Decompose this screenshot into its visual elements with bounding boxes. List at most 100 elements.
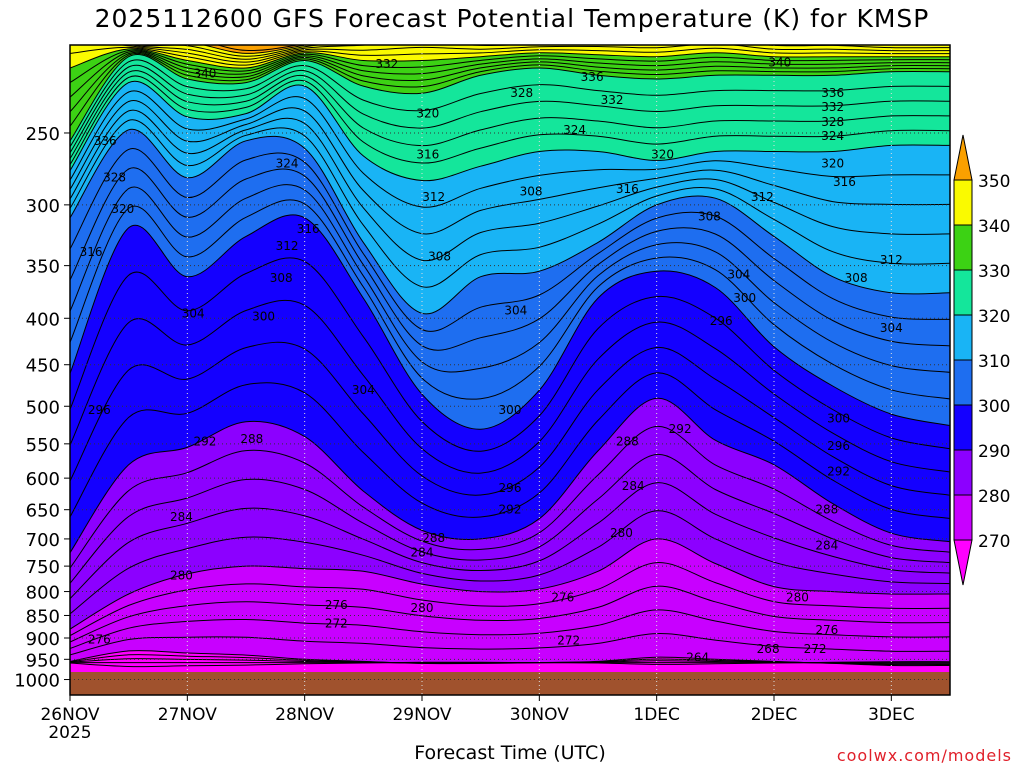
contour-label: 296 bbox=[88, 403, 111, 417]
y-tick-label: 1000 bbox=[14, 671, 60, 692]
isentrope-314 bbox=[70, 109, 950, 262]
contour-label: 308 bbox=[698, 210, 721, 224]
colorbar-label: 330 bbox=[978, 262, 1010, 282]
source-credit: coolwx.com/models bbox=[836, 746, 1012, 765]
isentrope-318 bbox=[70, 90, 950, 208]
contour-label: 296 bbox=[710, 314, 733, 328]
contour-label: 312 bbox=[880, 253, 903, 267]
contour-label: 276 bbox=[325, 598, 348, 612]
contour-label: 312 bbox=[751, 190, 774, 204]
contour-label: 340 bbox=[193, 67, 216, 81]
isentrope-296 bbox=[70, 299, 950, 474]
x-tick-label: 28NOV bbox=[275, 705, 334, 725]
y-tick-label: 900 bbox=[26, 629, 60, 650]
y-tick-label: 850 bbox=[26, 606, 60, 627]
contour-label: 328 bbox=[821, 115, 844, 129]
x-year-label: 2025 bbox=[48, 723, 91, 743]
contour-label: 300 bbox=[827, 412, 850, 426]
contour-label: 316 bbox=[297, 222, 320, 236]
contour-label: 272 bbox=[557, 634, 580, 648]
y-tick-label: 600 bbox=[26, 469, 60, 490]
contour-label: 276 bbox=[551, 590, 574, 604]
isentrope-272 bbox=[70, 633, 950, 656]
contour-label: 308 bbox=[520, 184, 543, 198]
contour-label: 280 bbox=[170, 568, 193, 582]
contour-label: 300 bbox=[733, 291, 756, 305]
isentrope-282 bbox=[70, 510, 950, 615]
x-tick-label: 1DEC bbox=[633, 705, 680, 725]
contour-label: 292 bbox=[669, 422, 692, 436]
contour-label: 336 bbox=[581, 70, 604, 84]
isentrope-350 bbox=[201, 45, 309, 54]
contour-label: 316 bbox=[616, 182, 639, 196]
contour-label: 292 bbox=[827, 465, 850, 479]
contour-label: 276 bbox=[88, 632, 111, 646]
contour-label: 264 bbox=[686, 651, 709, 665]
isentrope-320 bbox=[70, 80, 950, 182]
colorbar-segment-270 bbox=[953, 494, 973, 541]
isentrope-292 bbox=[70, 372, 950, 519]
isentrope-294 bbox=[70, 341, 950, 496]
theta-band-350 bbox=[70, 45, 950, 54]
colorbar-label: 290 bbox=[978, 442, 1010, 462]
contour-label: 332 bbox=[601, 93, 624, 107]
colorbar-segment-300 bbox=[953, 359, 973, 406]
x-tick-label: 2DEC bbox=[751, 705, 798, 725]
x-tick-label: 30NOV bbox=[510, 705, 569, 725]
isentrope-316 bbox=[70, 100, 950, 235]
contour-label: 268 bbox=[757, 642, 780, 656]
x-axis-label: Forecast Time (UTC) bbox=[414, 742, 606, 764]
contour-label: 316 bbox=[80, 245, 103, 259]
isentrope-300 bbox=[70, 214, 950, 430]
colorbar-segment-280 bbox=[953, 449, 973, 496]
contour-label: 304 bbox=[182, 306, 205, 320]
contour-label: 300 bbox=[252, 309, 275, 323]
contour-label: 300 bbox=[499, 403, 522, 417]
y-tick-label: 750 bbox=[26, 557, 60, 578]
isentrope-308 bbox=[70, 148, 950, 332]
y-tick-label: 450 bbox=[26, 356, 60, 377]
isentrope-276 bbox=[70, 585, 950, 643]
x-tick-label: 29NOV bbox=[392, 705, 451, 725]
contour-label: 284 bbox=[815, 539, 838, 553]
colorbar-segment-320 bbox=[953, 269, 973, 316]
colorbar-segment-350 bbox=[953, 134, 973, 181]
contour-label: 340 bbox=[768, 55, 791, 69]
x-tick-label: 26NOV bbox=[40, 705, 99, 725]
contour-label: 332 bbox=[375, 57, 398, 71]
isentrope-342 bbox=[70, 46, 950, 66]
contour-label: 324 bbox=[563, 123, 586, 137]
y-axis: 2503003504004505005506006507007508008509… bbox=[14, 124, 70, 692]
colorbar-segment-290 bbox=[953, 404, 973, 451]
colorbar-label: 350 bbox=[978, 172, 1010, 192]
y-tick-label: 650 bbox=[26, 501, 60, 522]
isentrope-280 bbox=[70, 538, 950, 630]
isentrope-312 bbox=[70, 119, 950, 288]
x-tick-label: 27NOV bbox=[158, 705, 217, 725]
contour-label: 308 bbox=[270, 271, 293, 285]
isentrope-338 bbox=[70, 49, 950, 83]
isentrope-326 bbox=[70, 64, 950, 153]
chart-title: 2025112600 GFS Forecast Potential Temper… bbox=[94, 4, 930, 33]
contour-label: 336 bbox=[94, 134, 117, 148]
contour-label: 316 bbox=[416, 147, 439, 161]
grid-lines bbox=[70, 45, 950, 695]
y-tick-label: 950 bbox=[26, 650, 60, 671]
colorbar-label: 270 bbox=[978, 532, 1010, 552]
isentrope-284 bbox=[70, 482, 950, 599]
theta-band-320 bbox=[70, 45, 950, 181]
contour-label: 284 bbox=[622, 479, 645, 493]
colorbar-label: 280 bbox=[978, 487, 1010, 507]
isentrope-334 bbox=[70, 51, 950, 113]
plot-frame bbox=[69, 44, 951, 696]
colorbar: 270 280 290 300 310 320 330 340 350 bbox=[953, 134, 1010, 586]
y-tick-label: 500 bbox=[26, 397, 60, 418]
isentrope-344 bbox=[117, 45, 950, 63]
ground-fill bbox=[70, 672, 950, 695]
contour-label: 316 bbox=[833, 175, 856, 189]
isentrope-332 bbox=[70, 52, 950, 127]
contour-label: 320 bbox=[651, 147, 674, 161]
theta-band-330 bbox=[70, 45, 950, 141]
contour-label: 312 bbox=[422, 190, 445, 204]
